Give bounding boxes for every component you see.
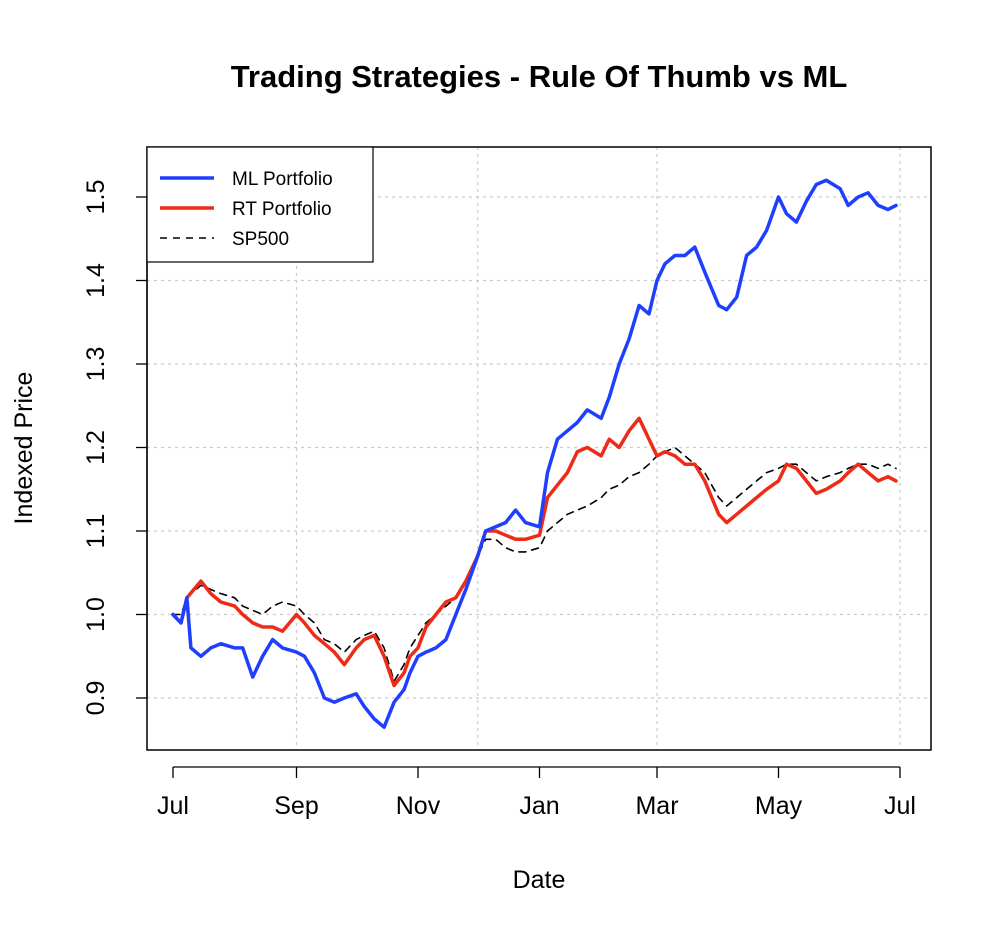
y-axis: 0.9 1.0 1.1 1.2 1.3 1.4 1.5 [82, 180, 148, 716]
y-tick-label: 1.3 [82, 347, 110, 382]
x-tick-label: May [755, 792, 803, 820]
x-axis: Jul Sep Nov Jan Mar May Jul [157, 766, 916, 820]
series-line-sp500 [172, 446, 897, 683]
legend-label-ml: ML Portfolio [232, 169, 333, 190]
y-axis-label: Indexed Price [10, 372, 38, 525]
x-tick-label: Nov [396, 792, 441, 820]
y-tick-label: 1.4 [82, 263, 110, 298]
x-axis-label: Date [513, 866, 566, 894]
legend-label-rt: RT Portfolio [232, 199, 332, 220]
legend-label-sp500: SP500 [232, 229, 289, 250]
chart-title: Trading Strategies - Rule Of Thumb vs ML [231, 59, 848, 94]
legend-box [146, 146, 374, 263]
y-tick-label: 1.1 [82, 514, 110, 549]
x-tick-label: Sep [274, 792, 318, 820]
y-tick-label: 1.2 [82, 430, 110, 465]
y-tick-label: 1.5 [82, 180, 110, 215]
series-line-rt-portfolio [171, 416, 898, 688]
x-tick-label: Jul [157, 792, 189, 820]
series-layer [171, 178, 898, 729]
legend: ML Portfolio RT Portfolio SP500 [146, 146, 374, 263]
series-line-ml-portfolio [171, 178, 898, 729]
x-tick-label: Mar [635, 792, 678, 820]
y-tick-label: 1.0 [82, 597, 110, 632]
x-tick-label: Jan [519, 792, 559, 820]
y-tick-label: 0.9 [82, 681, 110, 716]
x-tick-label: Jul [884, 792, 916, 820]
